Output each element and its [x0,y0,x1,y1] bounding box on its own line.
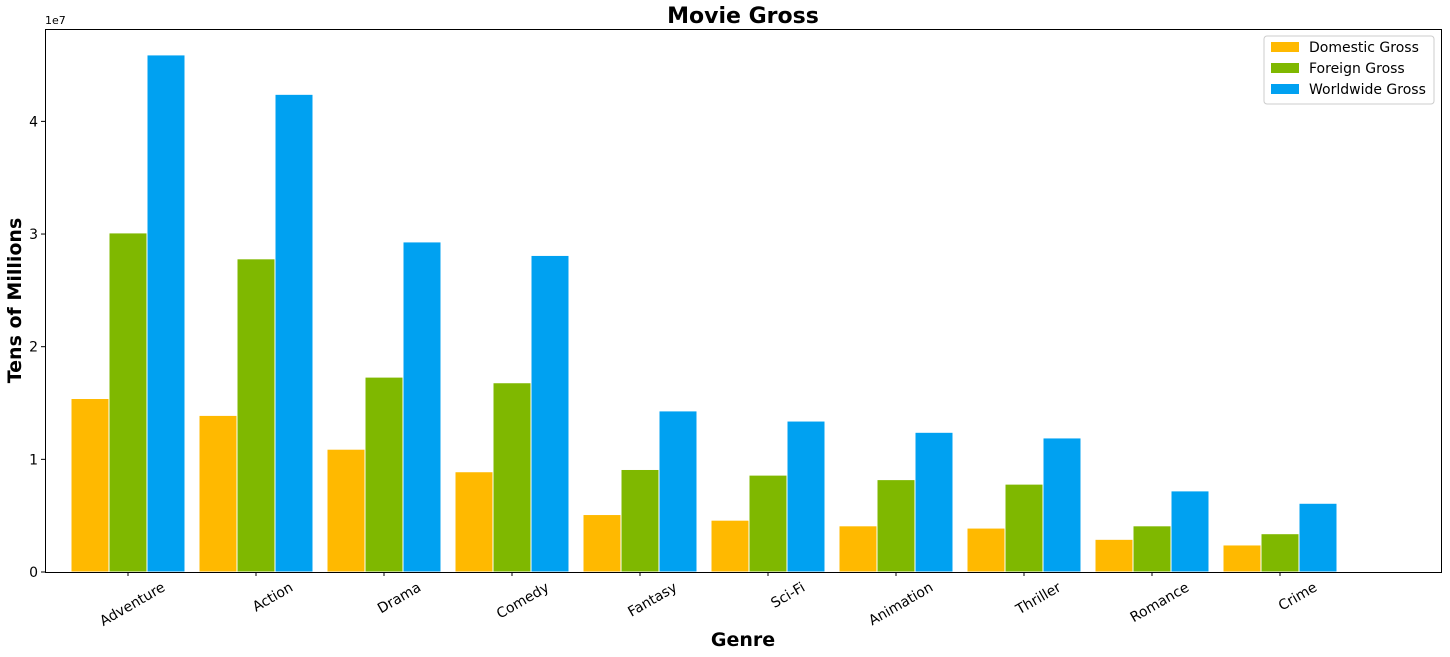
bar-animation-worldwide-gross [914,431,954,573]
legend-swatch [1271,84,1299,94]
legend-swatch [1271,42,1299,52]
y-tick-label: 4 [29,114,38,130]
x-tick-label: Crime [1276,580,1320,615]
bar-action-worldwide-gross [274,93,314,573]
bar-sci-fi-domestic-gross [710,519,750,573]
x-tick-label: Adventure [97,580,168,630]
bar-comedy-domestic-gross [454,471,494,573]
bar-romance-domestic-gross [1094,538,1134,573]
bar-adventure-domestic-gross [70,398,110,573]
y-axis-offset-label: 1e7 [45,14,66,27]
x-axis-ticks: Adventure Action Drama Comedy Fantasy Sci-Fi A… [97,572,1320,630]
bar-fantasy-worldwide-gross [658,410,698,573]
x-tick-label: Drama [375,580,424,618]
bar-thriller-worldwide-gross [1042,437,1082,573]
y-axis-label: Tens of Millions [4,218,26,384]
legend-box [1263,35,1435,105]
bar-comedy-foreign-gross [492,382,532,573]
bar-crime-worldwide-gross [1298,502,1338,573]
x-tick-label: Thriller [1013,579,1065,618]
bar-drama-worldwide-gross [402,241,442,573]
chart-title: Movie Gross [667,4,819,29]
bar-action-domestic-gross [198,414,238,573]
bar-drama-domestic-gross [326,448,366,573]
bar-animation-domestic-gross [838,525,878,573]
legend: Domestic Gross Foreign Gross Worldwide Gro… [1263,35,1435,105]
bar-sci-fi-foreign-gross [748,474,788,573]
legend-label: Worldwide Gross [1309,82,1426,98]
bar-thriller-domestic-gross [966,527,1006,573]
bar-animation-foreign-gross [876,479,916,573]
bar-sci-fi-worldwide-gross [786,420,826,573]
bar-comedy-worldwide-gross [530,254,570,573]
y-tick-label: 1 [29,452,38,468]
bar-action-foreign-gross [236,258,276,573]
legend-label: Domestic Gross [1309,40,1419,56]
y-axis-ticks: 0 1 2 3 4 [29,114,45,581]
x-tick-label: Comedy [494,580,552,623]
x-axis-label: Genre [711,629,775,651]
x-tick-label: Fantasy [625,580,680,621]
bar-drama-foreign-gross [364,376,404,573]
y-tick-label: 0 [29,565,38,581]
x-tick-label: Action [250,580,296,616]
bar-adventure-foreign-gross [108,232,148,573]
bar-crime-foreign-gross [1260,533,1300,573]
x-tick-label: Animation [866,580,936,630]
bar-romance-worldwide-gross [1170,490,1210,573]
bar-adventure-worldwide-gross [146,54,186,573]
bar-group [70,54,1338,573]
bar-thriller-foreign-gross [1004,483,1044,573]
x-tick-label: Romance [1128,580,1192,626]
legend-label: Foreign Gross [1309,61,1405,77]
bar-fantasy-foreign-gross [620,468,660,573]
y-tick-label: 2 [29,340,38,356]
x-tick-label: Sci-Fi [768,580,808,612]
plot-frame [45,29,1442,573]
y-tick-label: 3 [29,227,38,243]
bar-crime-domestic-gross [1222,544,1262,573]
bar-romance-foreign-gross [1132,525,1172,573]
legend-swatch [1271,63,1299,73]
bar-fantasy-domestic-gross [582,514,622,573]
